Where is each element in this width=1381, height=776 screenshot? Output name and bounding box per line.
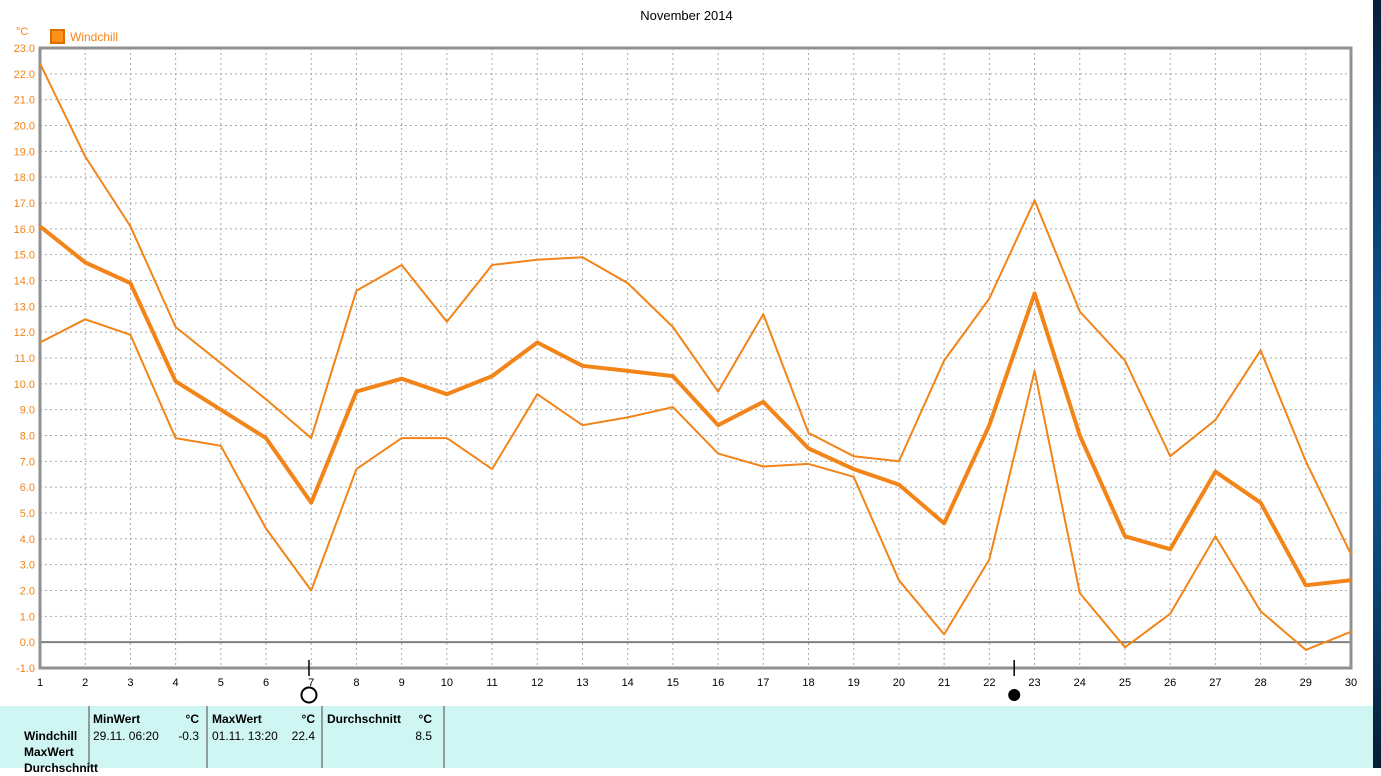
desktop-background-edge xyxy=(1373,0,1381,768)
svg-text:1: 1 xyxy=(37,677,43,689)
svg-text:12: 12 xyxy=(531,677,543,689)
durchschnitt-unit: °C xyxy=(418,712,432,726)
svg-text:20.0: 20.0 xyxy=(14,121,35,133)
legend-label: Windchill xyxy=(70,29,119,44)
svg-text:0.0: 0.0 xyxy=(20,637,35,649)
svg-text:9.0: 9.0 xyxy=(20,405,35,417)
svg-text:6.0: 6.0 xyxy=(20,482,35,494)
stats-table: Windchill MaxWert Durchschnitt MinWert °… xyxy=(0,706,1373,775)
stats-row-labels: Windchill MaxWert Durchschnitt xyxy=(24,706,98,775)
windchill-color-swatch-icon xyxy=(50,29,65,44)
svg-text:7: 7 xyxy=(308,677,314,689)
legend: Windchill xyxy=(50,29,118,44)
page-title: November 2014 xyxy=(640,8,733,23)
maxwert-value: 22.4 xyxy=(291,729,315,743)
svg-text:19.0: 19.0 xyxy=(14,146,35,158)
svg-text:17.0: 17.0 xyxy=(14,198,35,210)
stats-row-label-durchschnitt: Durchschnitt xyxy=(24,761,99,775)
svg-text:14: 14 xyxy=(622,677,634,689)
svg-text:-1.0: -1.0 xyxy=(16,663,35,675)
svg-text:18: 18 xyxy=(802,677,814,689)
svg-text:22: 22 xyxy=(983,677,995,689)
durchschnitt-value: 8.5 xyxy=(415,729,432,743)
minwert-header: MinWert xyxy=(93,712,141,726)
windchill-chart: 23.022.021.020.019.018.017.016.015.014.0… xyxy=(14,43,1357,704)
stats-col-maxwert: MaxWert °C 01.11. 13:20 22.4 xyxy=(212,706,315,768)
svg-text:11.0: 11.0 xyxy=(14,353,35,365)
svg-text:1.0: 1.0 xyxy=(20,611,35,623)
svg-text:15: 15 xyxy=(667,677,679,689)
svg-text:15.0: 15.0 xyxy=(14,250,35,262)
svg-text:12.0: 12.0 xyxy=(14,327,35,339)
durchschnitt-header: Durchschnitt xyxy=(327,712,402,726)
svg-text:4: 4 xyxy=(173,677,179,689)
svg-text:21: 21 xyxy=(938,677,950,689)
svg-text:24: 24 xyxy=(1074,677,1086,689)
svg-text:5: 5 xyxy=(218,677,224,689)
maxwert-unit: °C xyxy=(301,712,315,726)
svg-text:2: 2 xyxy=(82,677,88,689)
svg-text:5.0: 5.0 xyxy=(20,508,35,520)
svg-text:8.0: 8.0 xyxy=(20,431,35,443)
minwert-datetime: 29.11. 06:20 xyxy=(93,729,159,743)
svg-text:17: 17 xyxy=(757,677,769,689)
table-divider xyxy=(321,706,323,768)
table-divider xyxy=(88,706,90,768)
svg-text:20: 20 xyxy=(893,677,905,689)
svg-text:30: 30 xyxy=(1345,677,1357,689)
y-axis-unit-label: °C xyxy=(16,26,29,38)
svg-text:10.0: 10.0 xyxy=(14,379,35,391)
svg-text:14.0: 14.0 xyxy=(14,276,35,288)
svg-text:2.0: 2.0 xyxy=(20,586,35,598)
svg-text:27: 27 xyxy=(1209,677,1221,689)
svg-text:22.0: 22.0 xyxy=(14,69,35,81)
svg-text:3: 3 xyxy=(127,677,133,689)
svg-text:13: 13 xyxy=(576,677,588,689)
svg-text:11: 11 xyxy=(486,677,497,689)
stats-row-label-maxwert: MaxWert xyxy=(24,745,74,759)
minwert-unit: °C xyxy=(185,712,199,726)
svg-text:19: 19 xyxy=(848,677,860,689)
maxwert-header: MaxWert xyxy=(212,712,262,726)
svg-text:21.0: 21.0 xyxy=(14,95,35,107)
svg-text:9: 9 xyxy=(399,677,405,689)
svg-text:8: 8 xyxy=(353,677,359,689)
svg-text:29: 29 xyxy=(1300,677,1312,689)
minwert-value: -0.3 xyxy=(178,729,199,743)
svg-text:18.0: 18.0 xyxy=(14,172,35,184)
svg-text:26: 26 xyxy=(1164,677,1176,689)
svg-text:16: 16 xyxy=(712,677,724,689)
svg-text:23: 23 xyxy=(1028,677,1040,689)
svg-text:6: 6 xyxy=(263,677,269,689)
stats-col-minwert: MinWert °C 29.11. 06:20 -0.3 xyxy=(93,706,199,768)
stats-row-label-windchill: Windchill xyxy=(24,729,78,743)
svg-text:4.0: 4.0 xyxy=(20,534,35,546)
svg-text:13.0: 13.0 xyxy=(14,301,35,313)
svg-text:16.0: 16.0 xyxy=(14,224,35,236)
svg-text:3.0: 3.0 xyxy=(20,560,35,572)
svg-text:23.0: 23.0 xyxy=(14,43,35,55)
table-divider xyxy=(206,706,208,768)
stats-col-durchschnitt: Durchschnitt °C 8.5 xyxy=(327,706,432,768)
svg-text:7.0: 7.0 xyxy=(20,456,35,468)
svg-text:10: 10 xyxy=(441,677,453,689)
svg-text:25: 25 xyxy=(1119,677,1131,689)
maxwert-datetime: 01.11. 13:20 xyxy=(212,729,278,743)
table-divider xyxy=(443,706,445,768)
svg-text:28: 28 xyxy=(1254,677,1266,689)
